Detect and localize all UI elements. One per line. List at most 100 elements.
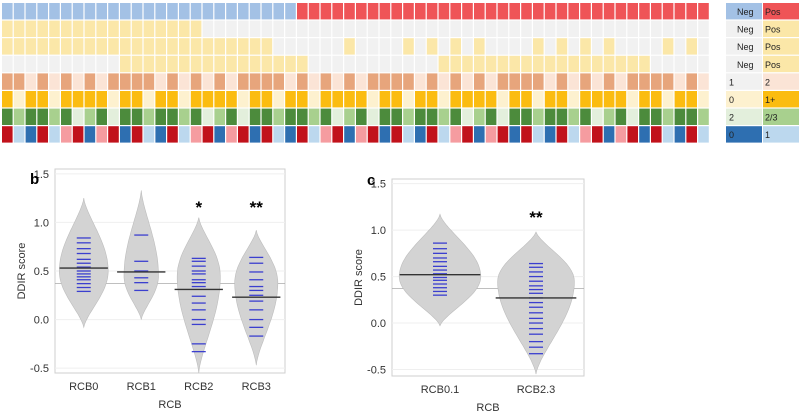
heatmap-cell — [603, 3, 615, 20]
heatmap-cell — [639, 126, 650, 143]
heatmap-cell — [391, 73, 402, 90]
heatmap-cell — [167, 3, 178, 20]
heatmap-cell — [485, 20, 497, 37]
heatmap-cell — [72, 20, 84, 37]
heatmap-cell — [273, 126, 284, 143]
heatmap-cell — [261, 108, 273, 125]
heatmap-cell — [261, 55, 273, 73]
heatmap-cell — [332, 73, 343, 90]
heatmap-cell — [474, 91, 485, 108]
heatmap-cell — [367, 73, 379, 90]
heatmap-cell — [84, 3, 96, 20]
heatmap-cell — [627, 91, 638, 108]
heatmap-cell — [214, 20, 225, 37]
heatmap-cell — [403, 55, 414, 73]
violin-RCB2 — [176, 217, 221, 374]
heatmap-cell — [320, 3, 332, 20]
heatmap-cell — [674, 126, 686, 143]
heatmap-cell — [297, 55, 308, 73]
heatmap-cell — [261, 73, 273, 90]
heatmap-cell — [474, 3, 485, 20]
heatmap-cell — [662, 55, 674, 73]
legend-swatch-left — [726, 126, 762, 143]
heatmap-cell — [261, 38, 273, 55]
heatmap-cell — [485, 38, 497, 55]
heatmap-cell — [238, 108, 249, 125]
heatmap-cell — [37, 3, 48, 20]
heatmap-cell — [249, 73, 261, 90]
heatmap-cell — [285, 73, 296, 90]
heatmap-cell — [131, 55, 143, 73]
heatmap-cell — [61, 126, 72, 143]
heatmap-cell — [2, 108, 13, 125]
heatmap-cell — [84, 73, 96, 90]
heatmap-cell — [356, 91, 367, 108]
heatmap-cell — [568, 20, 579, 37]
legend-swatch-right — [763, 20, 799, 37]
heatmap-cell — [61, 91, 72, 108]
heatmap-cell — [320, 38, 332, 55]
heatmap-cell — [167, 108, 178, 125]
heatmap-cell — [226, 91, 237, 108]
heatmap-cell — [238, 91, 249, 108]
heatmap-cell — [639, 20, 650, 37]
heatmap-cell — [651, 73, 662, 90]
legend-swatch-left — [726, 91, 762, 108]
heatmap-cell — [426, 108, 438, 125]
legend-swatch-right — [763, 73, 799, 90]
heatmap-cell — [544, 38, 556, 55]
heatmap-cell — [592, 38, 603, 55]
heatmap-cell — [84, 108, 96, 125]
heatmap-cell — [13, 126, 25, 143]
heatmap-cell — [120, 73, 131, 90]
heatmap-cell — [190, 20, 202, 37]
heatmap-cell — [84, 55, 96, 73]
heatmap-cell — [544, 108, 556, 125]
significance-label: ** — [529, 208, 543, 227]
heatmap-cell — [155, 20, 166, 37]
legend-label-left: 0 — [729, 130, 734, 140]
heatmap-cell — [403, 108, 414, 125]
heatmap-cell — [143, 38, 155, 55]
heatmap-cell — [379, 3, 391, 20]
heatmap-cell — [155, 73, 166, 90]
heatmap-cell — [356, 3, 367, 20]
legend-label-right: 1 — [765, 130, 770, 140]
heatmap-cell — [403, 91, 414, 108]
heatmap-cell — [297, 38, 308, 55]
legend-label-left: Neg — [737, 60, 754, 70]
heatmap-cell — [285, 55, 296, 73]
heatmap-cell — [108, 73, 119, 90]
heatmap-cell — [344, 38, 355, 55]
heatmap-cell — [131, 126, 143, 143]
heatmap-cell — [592, 108, 603, 125]
heatmap-cell — [356, 38, 367, 55]
heatmap-cell — [415, 55, 426, 73]
heatmap-cell — [533, 38, 544, 55]
heatmap-cell — [615, 108, 627, 125]
heatmap-cell — [662, 126, 674, 143]
heatmap-cell — [214, 91, 225, 108]
heatmap-cell — [485, 126, 497, 143]
heatmap-cell — [108, 55, 119, 73]
heatmap-cell — [544, 55, 556, 73]
heatmap-cell — [450, 108, 461, 125]
heatmap-cell — [297, 126, 308, 143]
heatmap-cell — [639, 108, 650, 125]
heatmap-cell — [226, 3, 237, 20]
heatmap-cell — [627, 3, 638, 20]
heatmap-cell — [592, 126, 603, 143]
heatmap-cell — [485, 55, 497, 73]
heatmap-cell — [120, 108, 131, 125]
heatmap-cell — [179, 126, 190, 143]
heatmap-cell — [190, 91, 202, 108]
heatmap-cell — [438, 91, 450, 108]
heatmap-cell — [249, 91, 261, 108]
heatmap-cell — [627, 38, 638, 55]
heatmap-cell — [615, 3, 627, 20]
heatmap-cell — [202, 91, 214, 108]
heatmap-cell — [297, 91, 308, 108]
heatmap-cell — [120, 126, 131, 143]
heatmap-cell — [2, 73, 13, 90]
heatmap-cell — [49, 20, 60, 37]
